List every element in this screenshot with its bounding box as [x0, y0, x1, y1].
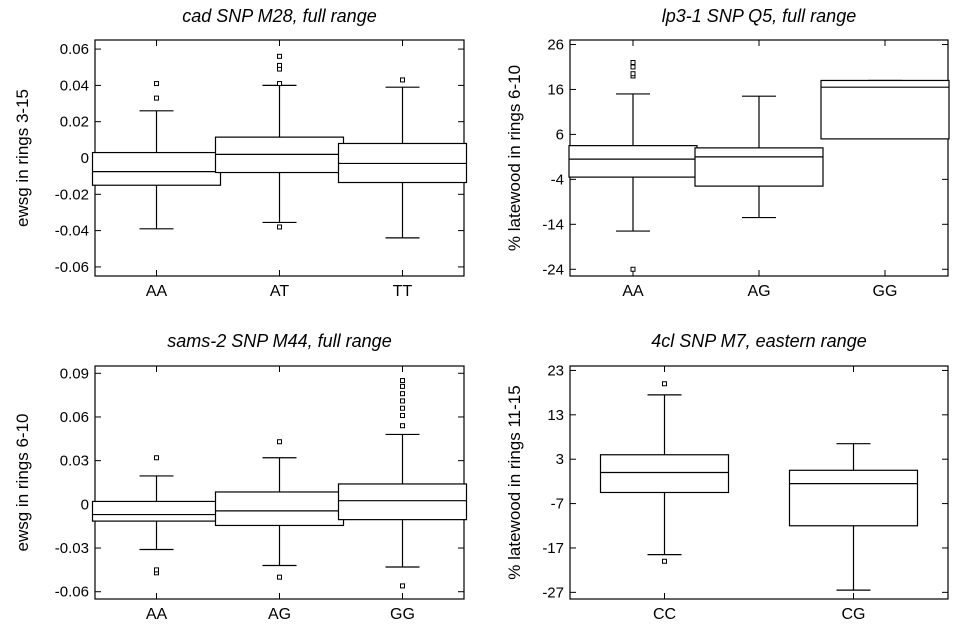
y-tick-label: -7 — [551, 496, 564, 513]
box-AA — [91, 81, 222, 230]
box-TT — [337, 77, 468, 239]
y-tick-label: -24 — [542, 261, 564, 278]
iqr-box — [599, 454, 730, 494]
iqr-box — [820, 79, 950, 140]
y-tick-label: 0.03 — [60, 453, 89, 470]
outlier-point — [277, 81, 282, 87]
outlier-point — [154, 81, 159, 87]
x-category-label: AT — [270, 283, 289, 300]
y-tick-label: 0 — [81, 150, 89, 167]
y-tick-label: 16 — [547, 81, 564, 98]
chart-panel-3: sams-2 SNP M44, full range ewsg in rings … — [13, 331, 468, 623]
chart-title: cad SNP M28, full range — [182, 6, 376, 26]
y-tick-label: -0.06 — [55, 584, 89, 601]
y-tick-label: 3 — [556, 451, 564, 468]
x-category-label: AG — [747, 283, 770, 300]
y-tick-label: 0.02 — [60, 114, 89, 131]
outlier-point — [662, 558, 667, 564]
y-tick-label: -0.04 — [55, 223, 89, 240]
outlier-point — [154, 95, 159, 101]
y-tick-label: -17 — [542, 540, 564, 557]
chart-title: sams-2 SNP M44, full range — [167, 331, 391, 351]
y-tick-label: -0.06 — [55, 259, 89, 276]
box-CC — [599, 381, 730, 564]
y-axis-label: ewsg in rings 6-10 — [13, 414, 32, 552]
outlier-point — [400, 391, 405, 397]
y-tick-label: 23 — [547, 362, 564, 379]
box-GG — [820, 79, 950, 140]
outlier-point — [154, 455, 159, 461]
outlier-point — [400, 405, 405, 411]
iqr-box — [568, 145, 698, 178]
x-category-label: GG — [873, 283, 898, 300]
outlier-point — [400, 413, 405, 419]
y-axis-label: ewsg in rings 3-15 — [13, 89, 32, 227]
box-AG — [694, 95, 824, 219]
outlier-point — [630, 59, 636, 65]
outlier-point — [400, 398, 405, 404]
chart-title: lp3-1 SNP Q5, full range — [662, 6, 856, 26]
outlier-point — [277, 224, 282, 230]
outlier-point — [400, 77, 405, 83]
box-AG — [214, 439, 345, 580]
box-CG — [788, 443, 919, 591]
x-category-label: AA — [146, 283, 168, 300]
iqr-box — [788, 469, 919, 527]
box-AA — [91, 455, 222, 576]
outlier-point — [277, 439, 282, 445]
outlier-point — [662, 381, 667, 387]
y-tick-label: 0.06 — [60, 41, 89, 58]
y-tick-label: -0.03 — [55, 540, 89, 557]
y-tick-label: 13 — [547, 407, 564, 424]
outlier-point — [154, 567, 159, 573]
x-category-label: CC — [653, 606, 676, 623]
iqr-box — [214, 491, 345, 527]
y-tick-label: 6 — [556, 126, 564, 143]
x-category-label: AG — [268, 606, 291, 623]
iqr-box — [694, 147, 824, 187]
y-tick-label: 0 — [81, 496, 89, 513]
outlier-point — [400, 423, 405, 429]
y-axis-label: % latewood in rings 11-15 — [505, 385, 524, 579]
x-category-label: AA — [146, 606, 168, 623]
box-AT — [214, 53, 345, 230]
x-category-label: AA — [622, 283, 644, 300]
chart-panel-2: lp3-1 SNP Q5, full range % latewood in ri… — [505, 6, 950, 300]
y-tick-label: 0.06 — [60, 409, 89, 426]
outlier-point — [277, 53, 282, 59]
box-GG — [337, 378, 468, 589]
y-tick-label: 26 — [547, 36, 564, 53]
chart-panel-1: cad SNP M28, full range ewsg in rings 3-1… — [13, 6, 468, 300]
outlier-point — [400, 583, 405, 589]
box-AA — [568, 59, 698, 272]
y-tick-label: 0.09 — [60, 365, 89, 382]
x-category-label: CG — [842, 606, 866, 623]
outlier-point — [277, 62, 282, 68]
y-tick-label: -0.02 — [55, 186, 89, 203]
outlier-point — [277, 574, 282, 580]
y-tick-label: -27 — [542, 584, 564, 601]
x-category-label: GG — [390, 606, 415, 623]
iqr-box — [91, 151, 222, 186]
chart-panel-4: 4cl SNP M7, eastern range % latewood in r… — [505, 331, 949, 623]
outlier-point — [400, 383, 405, 389]
outlier-point — [630, 64, 636, 70]
iqr-box — [91, 500, 222, 522]
y-tick-label: -14 — [542, 216, 564, 233]
chart-title: 4cl SNP M7, eastern range — [651, 331, 866, 351]
y-tick-label: 0.04 — [60, 77, 89, 94]
outlier-point — [400, 378, 405, 384]
y-tick-label: -4 — [551, 171, 564, 188]
outlier-point — [630, 71, 636, 77]
iqr-box — [337, 483, 468, 521]
plot-frame — [569, 365, 949, 600]
x-category-label: TT — [393, 283, 413, 300]
y-axis-label: % latewood in rings 6-10 — [505, 65, 524, 251]
outlier-point — [630, 266, 636, 272]
